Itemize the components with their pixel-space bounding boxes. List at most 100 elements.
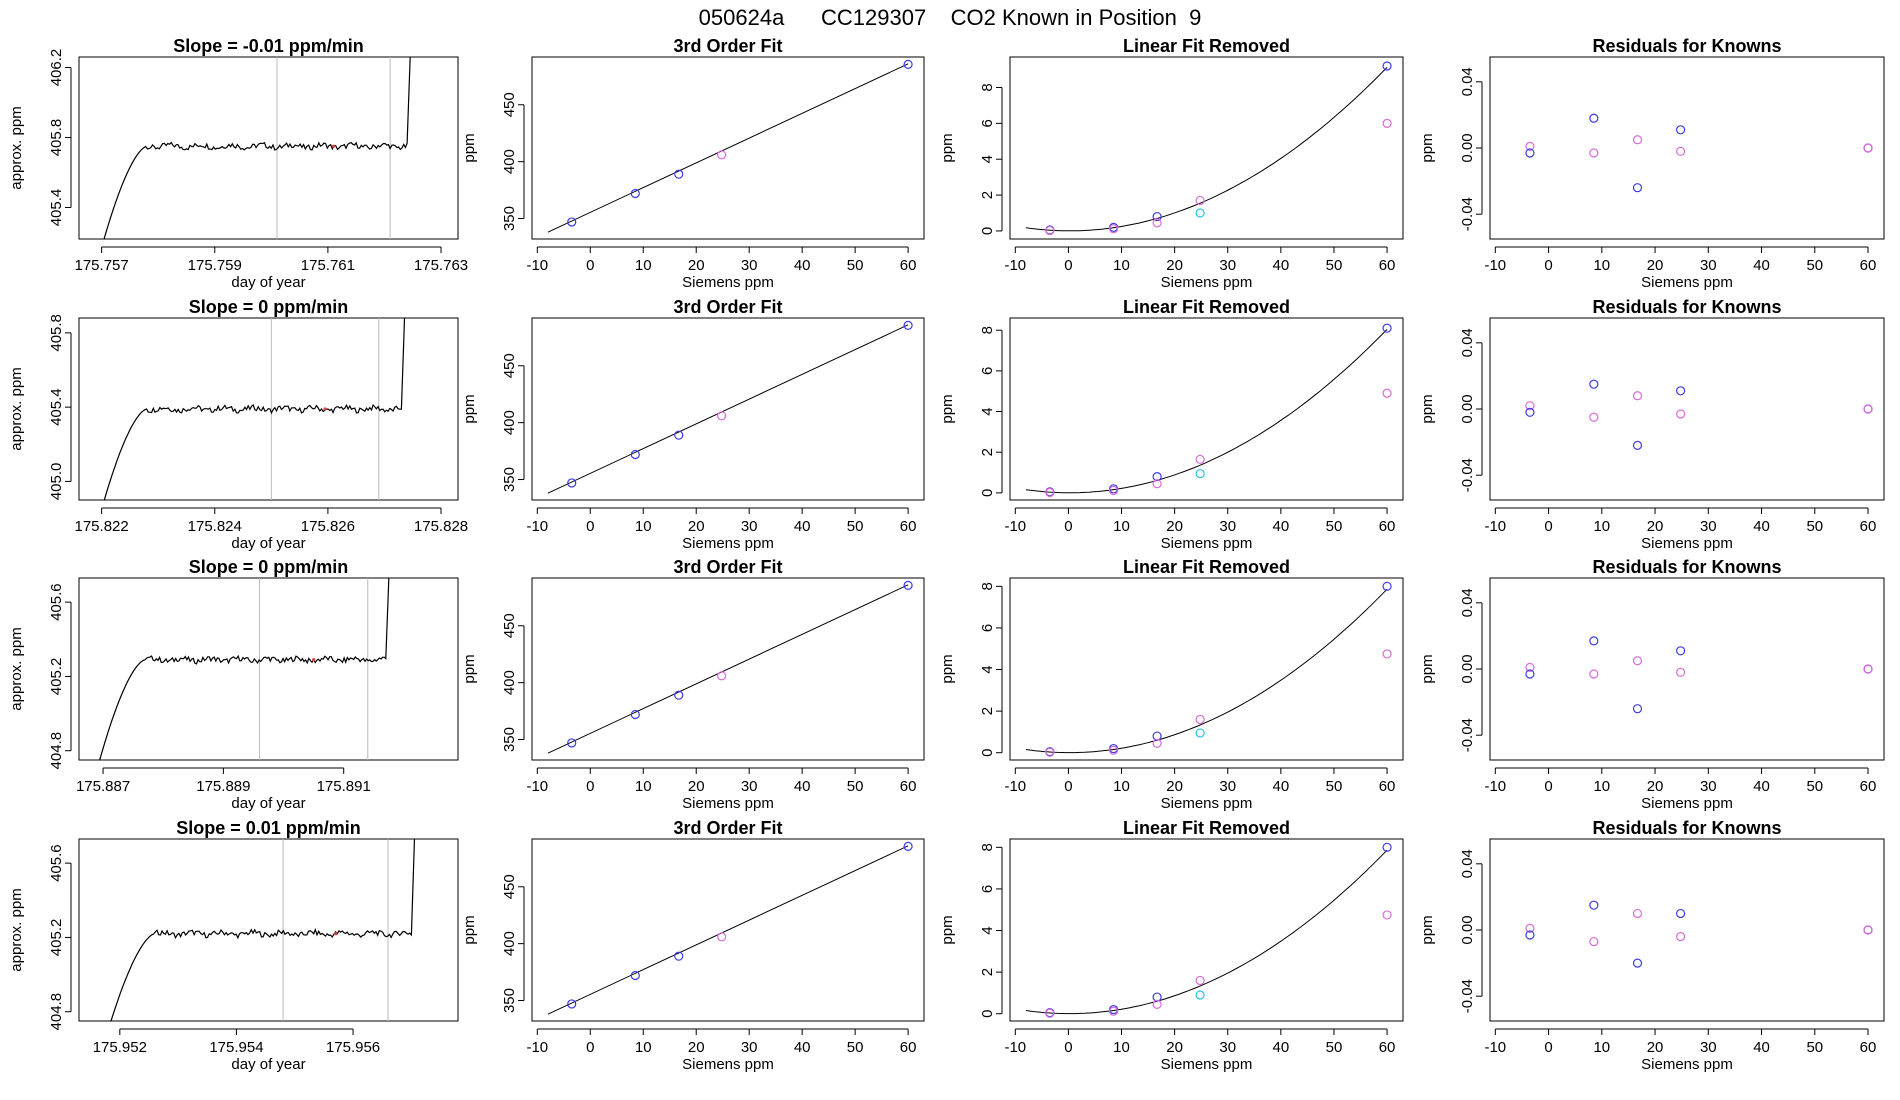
- y-tick-label: 6: [979, 119, 996, 127]
- x-axis-label: Siemens ppm: [682, 1056, 774, 1073]
- plot-frame: [78, 577, 459, 761]
- data-point: [1195, 975, 1205, 986]
- x-tick-label: -10: [1484, 518, 1506, 535]
- data-point: [1632, 391, 1643, 401]
- y-tick-label: 0.00: [1459, 394, 1476, 423]
- y-tick-label: 450: [501, 353, 518, 378]
- x-tick-label: 50: [1806, 1039, 1823, 1056]
- y-axis-label: approx. ppm: [8, 106, 25, 189]
- data-point: [1108, 745, 1119, 755]
- data-point: [1632, 958, 1643, 968]
- x-tick-label: 30: [1219, 778, 1236, 795]
- y-tick-label: 4: [979, 665, 996, 673]
- panel-time-series-3: Slope = 0 ppm/min 175.887 175.889 175.891 da…: [8, 557, 459, 812]
- data-point: [1589, 900, 1599, 910]
- data-point: [717, 411, 727, 421]
- data-point: [1382, 581, 1392, 591]
- x-axis-label: day of year: [231, 1056, 305, 1073]
- x-tick-label: 0: [1064, 518, 1072, 535]
- y-tick-label: 350: [501, 206, 518, 231]
- panel-residuals-3: Residuals for Knowns -10 0 10 20 30 40 50 60 Siem…: [1419, 557, 1885, 812]
- x-tick-label: 175.828: [414, 518, 468, 535]
- concentration-trace: [103, 318, 406, 500]
- data-point: [1152, 999, 1162, 1009]
- x-tick-label: 50: [847, 518, 864, 535]
- x-tick-label: 20: [1166, 778, 1183, 795]
- x-tick-label: 0: [1544, 518, 1552, 535]
- plot-title: Linear Fit Removed: [1123, 297, 1290, 317]
- panel-fit-4: 3rd Order Fit -10 0 10 20 30 40 50 60 Siemens ppm…: [461, 818, 925, 1073]
- data-point: [674, 430, 684, 440]
- plot-frame: [531, 577, 925, 761]
- data-point: [1382, 61, 1392, 71]
- x-axis-label: Siemens ppm: [1161, 1056, 1253, 1073]
- x-tick-label: 60: [1860, 1039, 1877, 1056]
- x-tick-label: 30: [1219, 518, 1236, 535]
- plot-title: 3rd Order Fit: [673, 36, 782, 56]
- x-tick-label: 30: [1700, 1039, 1717, 1056]
- data-point: [1632, 656, 1643, 666]
- y-axis-label: approx. ppm: [8, 888, 25, 971]
- data-point: [1195, 208, 1205, 218]
- y-tick-label: 4: [979, 155, 996, 163]
- concentration-trace: [99, 578, 390, 760]
- x-tick-label: 20: [1647, 1039, 1664, 1056]
- x-tick-label: 10: [1593, 1039, 1610, 1056]
- plot-area: [1025, 66, 1388, 232]
- x-axis-label: Siemens ppm: [1161, 274, 1253, 291]
- x-tick-label: 30: [741, 1039, 758, 1056]
- y-tick-label: -0.04: [1459, 979, 1476, 1013]
- y-tick-label: 0: [979, 489, 996, 497]
- data-point: [1152, 731, 1162, 741]
- x-tick-label: 20: [1647, 778, 1664, 795]
- panel-residuals-1: Residuals for Knowns -10 0 10 20 30 40 50 60 Siem…: [1419, 36, 1885, 291]
- x-tick-label: -10: [1004, 257, 1026, 274]
- data-point: [1152, 211, 1162, 222]
- x-tick-label: -10: [1484, 1039, 1506, 1056]
- x-tick-label: 60: [1379, 257, 1396, 274]
- x-tick-label: 175.757: [75, 257, 129, 274]
- data-point: [1108, 1006, 1119, 1016]
- plot-frame: [78, 56, 459, 240]
- data-point: [1525, 141, 1535, 151]
- x-tick-label: 40: [794, 1039, 811, 1056]
- data-point: [903, 320, 913, 330]
- data-point: [1108, 224, 1119, 234]
- x-tick-label: -10: [1004, 518, 1026, 535]
- x-tick-label: 20: [1647, 257, 1664, 274]
- data-point: [1632, 183, 1643, 193]
- x-tick-label: 20: [688, 518, 705, 535]
- plot-title: Slope = 0.01 ppm/min: [176, 818, 361, 838]
- panel-fit-3: 3rd Order Fit -10 0 10 20 30 40 50 60 Siemens ppm…: [461, 557, 925, 812]
- x-tick-label: 40: [1753, 778, 1770, 795]
- y-axis-label: ppm: [1419, 394, 1436, 423]
- data-point: [717, 932, 727, 942]
- data-point: [1632, 908, 1643, 919]
- x-tick-label: 20: [1166, 257, 1183, 274]
- x-tick-label: 60: [1379, 778, 1396, 795]
- x-axis-label: Siemens ppm: [682, 535, 774, 552]
- x-tick-label: 30: [741, 257, 758, 274]
- data-point: [1863, 664, 1873, 674]
- fit-curve: [1025, 849, 1388, 1015]
- plot-frame: [1009, 56, 1404, 240]
- fit-line: [547, 584, 909, 754]
- y-tick-label: 4: [979, 407, 996, 415]
- x-tick-label: 40: [1273, 778, 1290, 795]
- x-tick-label: 10: [1113, 518, 1130, 535]
- y-tick-label: -0.04: [1459, 458, 1476, 492]
- y-tick-label: 406.2: [48, 49, 65, 87]
- x-tick-label: 0: [1064, 1039, 1072, 1056]
- data-point: [1632, 135, 1643, 145]
- data-point: [674, 169, 684, 179]
- fit-line: [547, 63, 909, 233]
- y-tick-label: 0.00: [1459, 915, 1476, 944]
- x-tick-label: 40: [794, 257, 811, 274]
- y-axis-label: ppm: [461, 654, 478, 683]
- y-tick-label: 405.6: [48, 844, 65, 882]
- x-tick-label: 10: [1113, 778, 1130, 795]
- y-axis-label: ppm: [939, 915, 956, 944]
- plot-frame: [78, 317, 459, 501]
- data-point: [1195, 714, 1205, 725]
- plot-title: Slope = 0 ppm/min: [189, 297, 349, 317]
